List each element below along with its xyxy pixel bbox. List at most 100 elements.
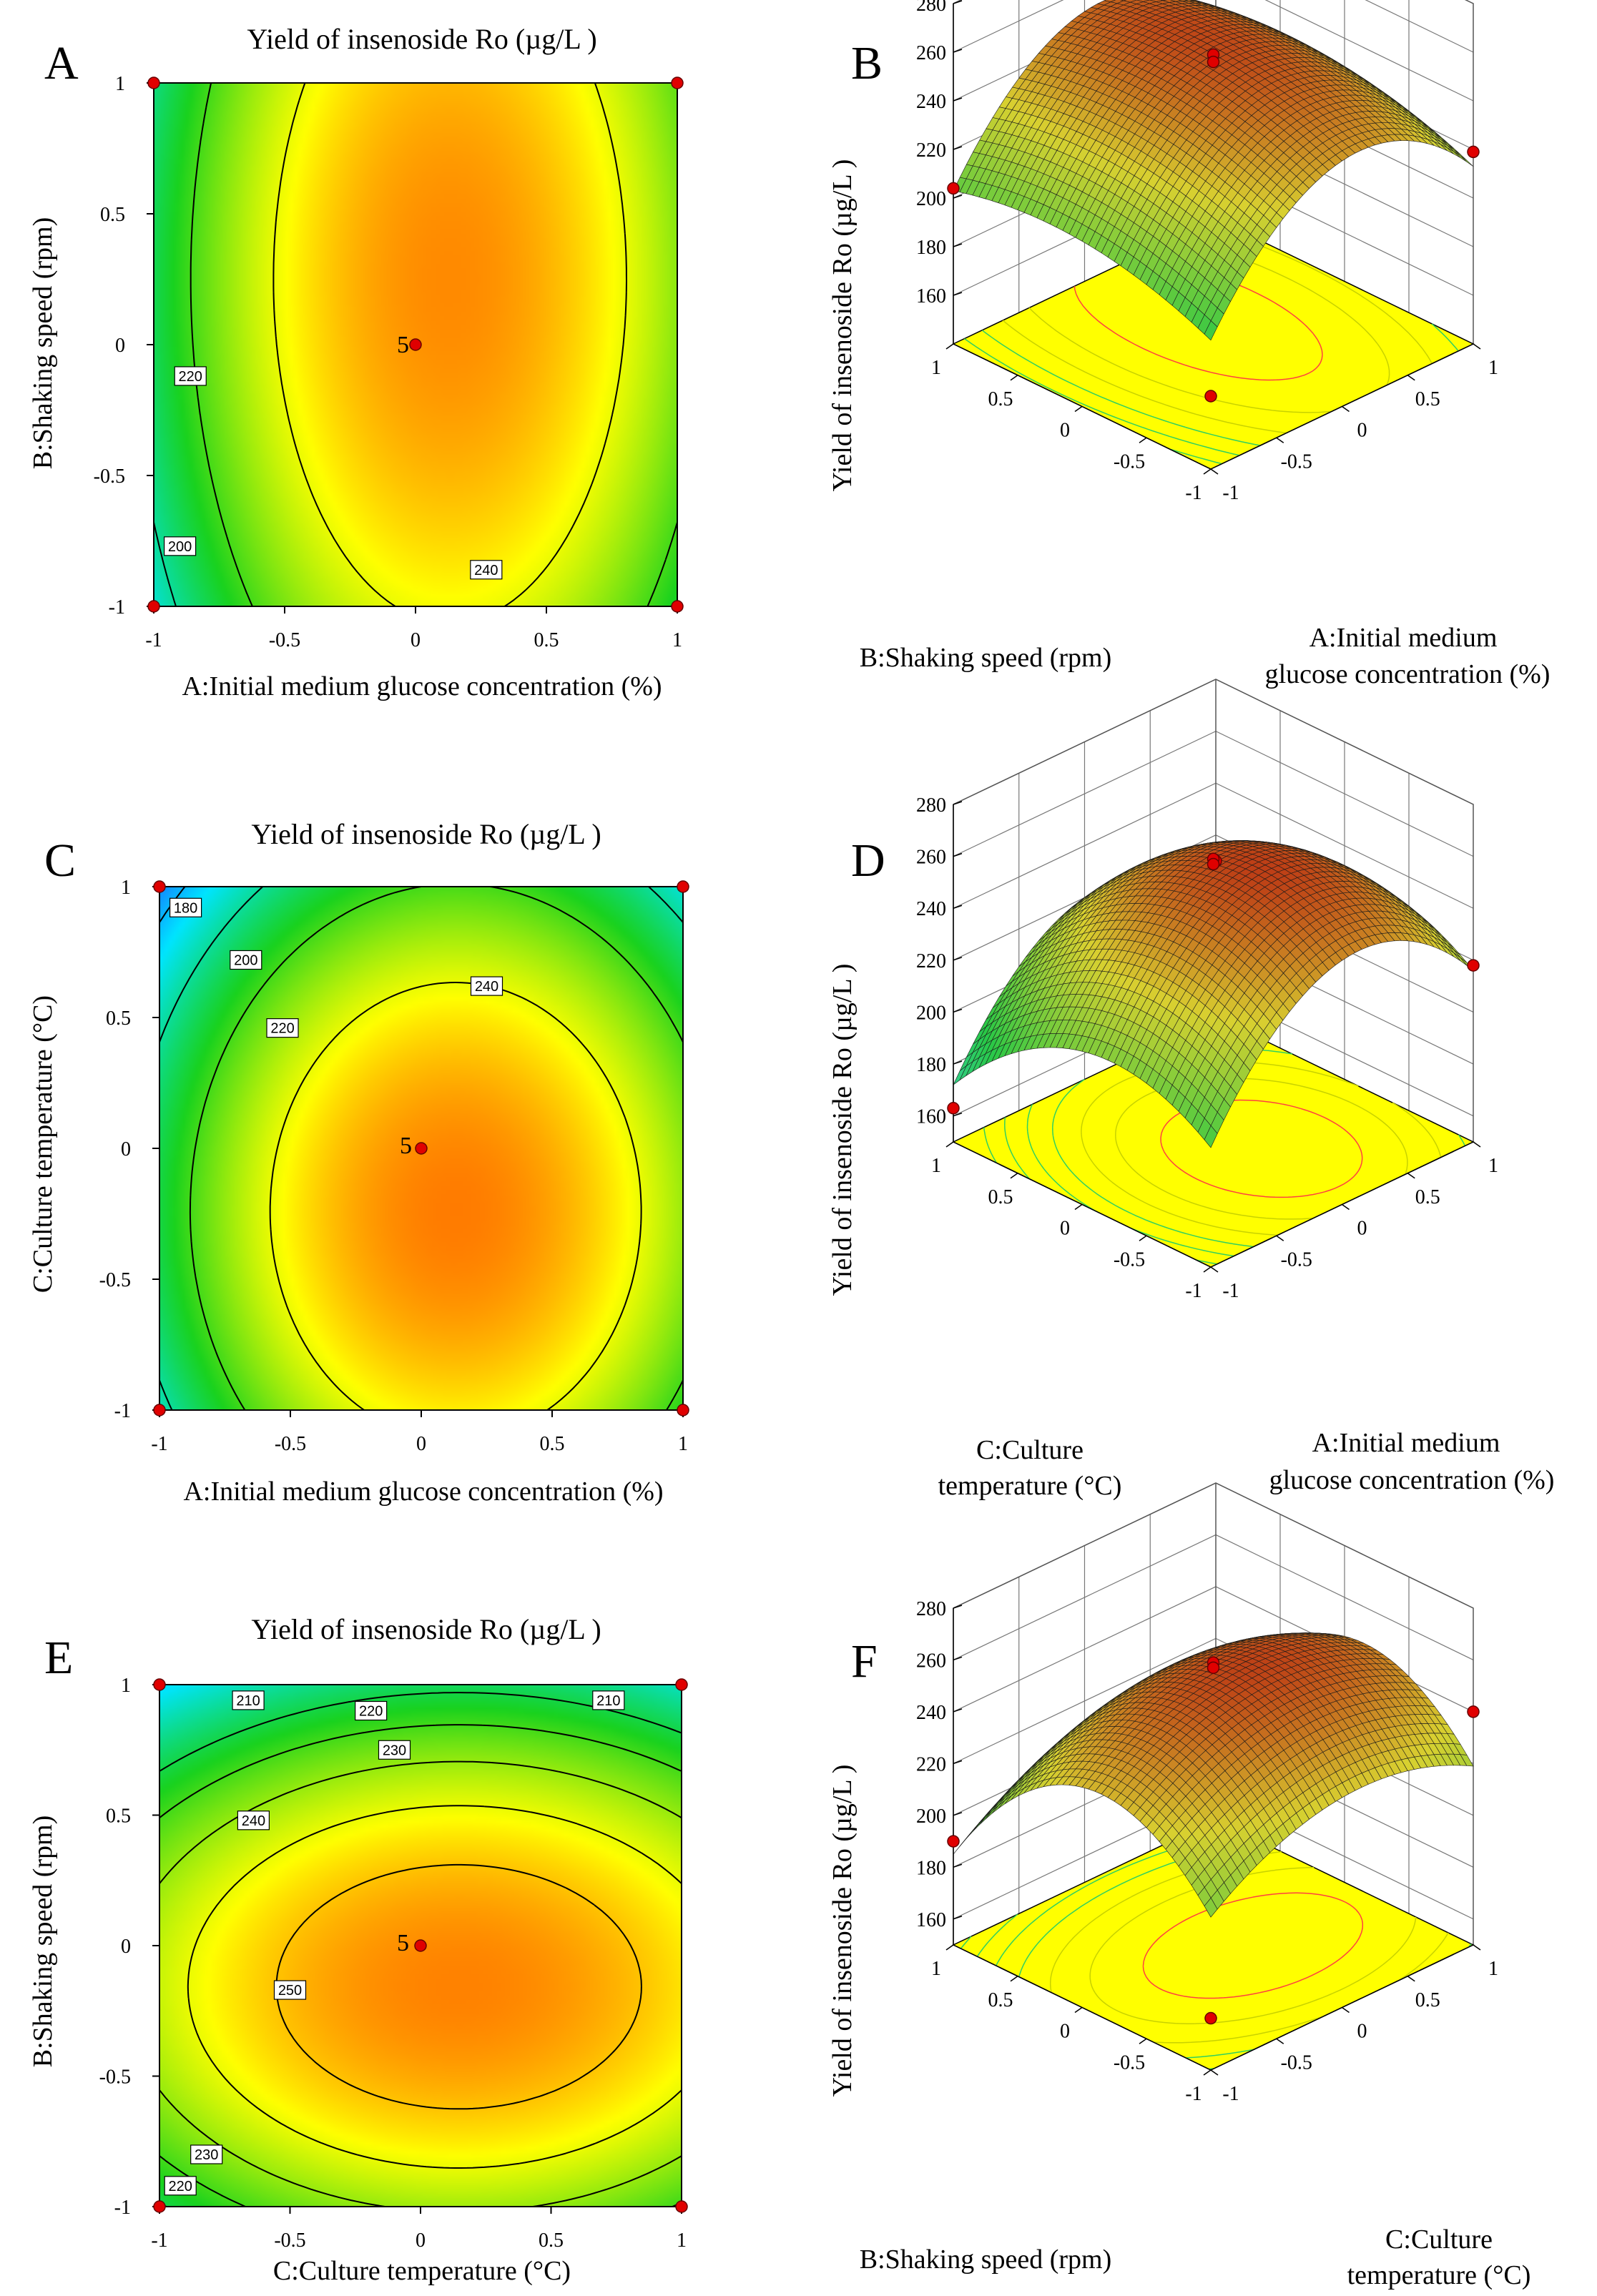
x-tick-label: -1 [151, 1433, 167, 1455]
panel-f: F Yield of insenoside Ro (µg/L ) B:Shaki… [827, 1482, 1531, 2290]
z-axis-tick-label: 160 [916, 1106, 946, 1128]
x-tick-label: -0.5 [274, 2230, 305, 2252]
panel-b-zlabel: Yield of insenoside Ro (µg/L ) [827, 159, 858, 492]
contour-line-240 [187, 1805, 682, 2169]
y-tick-label: -1 [109, 596, 125, 619]
panel-a: A Yield of insenoside Ro (µg/L ) A:Initi… [28, 23, 684, 701]
z-axis-tick [953, 49, 963, 53]
design-point [671, 77, 684, 89]
left-axis-tick-label: -1 [1185, 482, 1202, 504]
contour-label: 180 [174, 900, 197, 916]
surface-plot-d: -1-1-0.5-0.5000.50.511160180200220240260… [916, 679, 1498, 1302]
contour-label: 250 [278, 1983, 302, 1999]
contour-line-250 [275, 1863, 642, 2110]
x-tick-label: 0.5 [539, 2230, 564, 2252]
y-tick-label: -0.5 [94, 465, 125, 488]
panel-f-right-axis-label-2: temperature (°C) [1347, 2260, 1531, 2290]
contour-label: 230 [383, 1743, 406, 1758]
x-tick-label: 0.5 [540, 1433, 565, 1455]
surface-plot-f: -1-1-0.5-0.5000.50.511160180200220240260… [916, 1482, 1498, 2105]
z-axis-tick-label: 200 [916, 188, 946, 210]
surface-facet [1204, 1125, 1218, 1148]
z-axis-tick [953, 957, 963, 961]
right-axis-tick [1342, 405, 1350, 413]
contour-line-220 [159, 1724, 682, 2207]
x-tick-label: 0 [416, 1433, 426, 1455]
z-axis-tick [953, 801, 963, 805]
x-tick-label: 0 [416, 2230, 426, 2252]
center-point-count: 5 [397, 1930, 409, 1956]
panel-a-xlabel: A:Initial medium glucose concentration (… [182, 671, 662, 701]
left-axis-tick [1203, 468, 1212, 475]
contour-label-box [470, 560, 503, 580]
panel-d-right-axis-label-2: glucose concentration (%) [1269, 1465, 1555, 1495]
contour-label-box [592, 1690, 625, 1710]
panel-f-left-axis-label: B:Shaking speed (rpm) [860, 2245, 1112, 2275]
x-tick-label: -0.5 [269, 629, 300, 651]
x-tick-label: -1 [145, 629, 162, 651]
left-axis-tick-label: 0.5 [988, 1186, 1013, 1208]
design-point [1467, 959, 1480, 972]
z-axis-tick-label: 220 [916, 139, 946, 162]
y-tick-label: 0.5 [106, 1805, 131, 1828]
contour-label-box [190, 2144, 223, 2164]
right-axis-tick-label: -0.5 [1281, 1248, 1312, 1271]
z-axis-tick [953, 243, 963, 247]
panel-letter-d: D [851, 834, 885, 887]
wall-gridline [953, 1482, 1474, 1609]
contour-label: 240 [474, 563, 498, 578]
design-point [671, 600, 684, 613]
contour-label-box [232, 1690, 265, 1710]
design-point [947, 182, 960, 195]
left-axis-tick [1010, 1173, 1018, 1179]
panel-b-right-axis-label-1: A:Initial medium [1309, 623, 1498, 653]
design-point [677, 880, 689, 893]
panel-f-zlabel: Yield of insenoside Ro (µg/L ) [827, 1765, 858, 2097]
z-axis-tick [953, 1112, 963, 1117]
design-point [153, 1678, 166, 1691]
z-axis-tick-label: 280 [916, 794, 946, 817]
z-axis-tick-label: 160 [916, 285, 946, 307]
contour-label-box [378, 1740, 411, 1760]
x-tick-label: 1 [677, 2230, 687, 2252]
floor-contour [1089, 1866, 1417, 2024]
wall-gridline [953, 1534, 1474, 1661]
contour-label: 210 [596, 1693, 620, 1709]
right-axis-tick-label: 1 [1488, 357, 1498, 379]
y-tick-label: 0 [121, 1138, 131, 1161]
x-tick-label: 1 [672, 629, 682, 651]
left-axis-tick-label: 1 [931, 1155, 941, 1177]
left-axis-tick-label: 0 [1060, 1218, 1070, 1240]
design-point [414, 1939, 427, 1952]
panel-d-zlabel: Yield of insenoside Ro (µg/L ) [827, 964, 858, 1296]
panel-c-title: Yield of insenoside Ro (µg/L ) [251, 818, 601, 850]
z-axis-tick-label: 180 [916, 237, 946, 259]
panel-e-ylabel: B:Shaking speed (rpm) [28, 1815, 58, 2068]
x-tick-label: 1 [678, 1433, 688, 1455]
wall-gridline [953, 0, 1474, 53]
z-axis-tick [953, 97, 963, 102]
contour-label-box [273, 1980, 307, 2000]
panel-letter-a: A [44, 37, 79, 89]
design-point [409, 338, 422, 351]
z-axis-tick-label: 260 [916, 42, 946, 64]
right-axis-tick [1276, 1235, 1284, 1241]
panel-letter-e: E [44, 1632, 73, 1684]
right-axis-tick [1342, 1203, 1350, 1211]
contour-label-box [164, 2176, 197, 2196]
panel-d-right-axis-label-1: A:Initial medium [1312, 1428, 1500, 1458]
contour-label-box [230, 950, 262, 970]
panel-b-right-axis-label-2: glucose concentration (%) [1265, 659, 1551, 689]
panel-c: C Yield of insenoside Ro (µg/L ) A:Initi… [28, 818, 689, 1507]
left-axis-tick-label: 1 [931, 357, 941, 379]
floor-contour [1160, 1099, 1363, 1198]
panel-e-xlabel: C:Culture temperature (°C) [273, 2256, 571, 2286]
floor-contour [1169, 448, 1222, 465]
z-axis-tick [953, 292, 963, 296]
contour-label: 240 [475, 979, 498, 995]
center-point-count: 5 [397, 332, 409, 358]
panel-d-left-axis-label-1: C:Culture [976, 1435, 1083, 1465]
panel-b: B Yield of insenoside Ro (µg/L ) B:Shaki… [827, 0, 1550, 689]
panel-d: D Yield of insenoside Ro (µg/L ) C:Cultu… [827, 679, 1554, 1501]
contour-line-200 [153, 522, 177, 607]
